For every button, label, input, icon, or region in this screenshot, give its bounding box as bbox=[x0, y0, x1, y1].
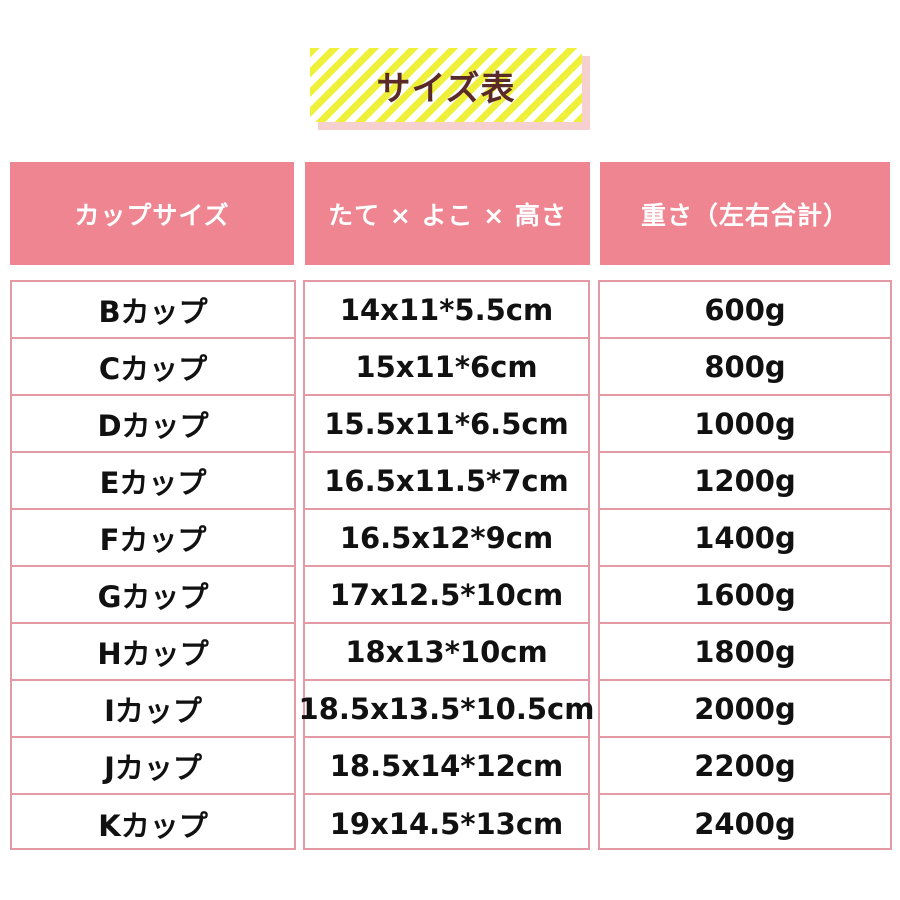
dimensions-cell: 18.5x14*12cm bbox=[305, 738, 588, 795]
cup-size-cell: Iカップ bbox=[12, 681, 294, 738]
weight-cell: 600g bbox=[600, 282, 890, 339]
weight-cell: 1200g bbox=[600, 453, 890, 510]
dimensions-cell: 15.5x11*6.5cm bbox=[305, 396, 588, 453]
dimensions-cell: 16.5x11.5*7cm bbox=[305, 453, 588, 510]
cup-size-cell: Gカップ bbox=[12, 567, 294, 624]
cup-size-cell: Bカップ bbox=[12, 282, 294, 339]
cup-size-cell: Eカップ bbox=[12, 453, 294, 510]
dimensions-cell: 16.5x12*9cm bbox=[305, 510, 588, 567]
cup-size-cell: Hカップ bbox=[12, 624, 294, 681]
cup-size-column: Bカップ Cカップ Dカップ Eカップ Fカップ Gカップ Hカップ Iカップ Jカップ Kカップ bbox=[10, 280, 296, 850]
weight-cell: 1800g bbox=[600, 624, 890, 681]
dimensions-cell: 17x12.5*10cm bbox=[305, 567, 588, 624]
dimensions-cell: 14x11*5.5cm bbox=[305, 282, 588, 339]
weight-cell: 1400g bbox=[600, 510, 890, 567]
page-title: サイズ表 bbox=[376, 68, 516, 109]
dimensions-cell: 19x14.5*13cm bbox=[329, 806, 564, 841]
cup-size-cell: Jカップ bbox=[12, 738, 294, 795]
weight-cell: 800g bbox=[600, 339, 890, 396]
weight-column: 600g 800g 1000g 1200g 1400g 1600g 1800g 2000g 22… bbox=[598, 280, 892, 850]
cup-size-cell: Dカップ bbox=[12, 396, 294, 453]
title-box: サイズ表 bbox=[310, 48, 582, 122]
cup-size-cell: Kカップ bbox=[98, 808, 208, 843]
weight-cell: 2000g bbox=[600, 681, 890, 738]
title-banner: サイズ表 bbox=[310, 48, 590, 130]
weight-cell: 1600g bbox=[600, 567, 890, 624]
dimensions-cell: 15x11*6cm bbox=[305, 339, 588, 396]
weight-cell: 2400g bbox=[694, 806, 796, 841]
header-weight: 重さ（左右合計） bbox=[600, 162, 890, 265]
weight-cell: 2200g bbox=[600, 738, 890, 795]
dimensions-cell: 18.5x13.5*10.5cm bbox=[299, 681, 594, 738]
dimensions-cell: 18x13*10cm bbox=[305, 624, 588, 681]
cup-size-cell: Fカップ bbox=[12, 510, 294, 567]
header-cup-size: カップサイズ bbox=[10, 162, 294, 265]
cup-size-cell: Cカップ bbox=[12, 339, 294, 396]
weight-cell: 1000g bbox=[600, 396, 890, 453]
dimensions-column: 14x11*5.5cm 15x11*6cm 15.5x11*6.5cm 16.5x11… bbox=[299, 280, 594, 850]
header-dimensions: たて × よこ × 高さ bbox=[305, 162, 590, 265]
